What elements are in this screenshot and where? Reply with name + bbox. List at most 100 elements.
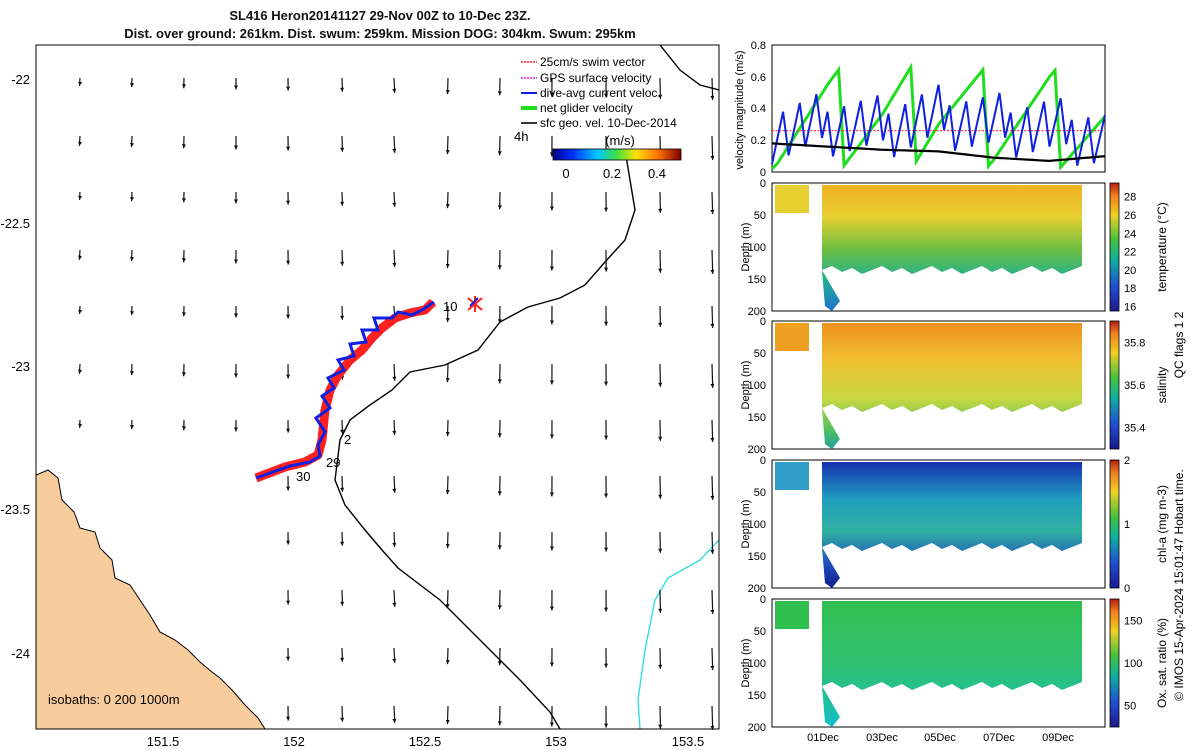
colorbar-tick: 22 (1124, 247, 1136, 259)
depth-label: Depth (m) (740, 639, 752, 688)
geo-velocity-arrow (604, 589, 609, 612)
section-data-early (775, 323, 809, 351)
legend-gps: GPS surface velocity (540, 71, 651, 85)
map-panel: -22 -22.5 -23 -23.5 -24 151.5 152 152.5 … (0, 44, 720, 749)
geo-velocity-arrow (286, 647, 291, 661)
vel-ytick: 0 (760, 167, 766, 179)
geo-velocity-arrow (604, 705, 609, 728)
geo-velocity-arrow (392, 77, 397, 93)
section-panel-salinity: Depth (m) 0 50 100 150 200 35.4 35.6 35.8 salinit… (740, 316, 1169, 456)
geo-velocity-arrow (78, 191, 83, 200)
day-label: 30 (296, 469, 310, 484)
depth-tick: 100 (748, 519, 766, 531)
geo-velocity-arrow (340, 705, 345, 722)
geo-velocity-arrow (181, 363, 186, 377)
geo-velocity-arrow (392, 135, 397, 153)
geo-velocity-arrow (340, 419, 345, 434)
geostrophic-vector-field (78, 77, 715, 730)
geo-velocity-arrow (233, 363, 238, 378)
geo-velocity-arrow (549, 531, 554, 551)
geo-velocity-arrow (286, 475, 291, 491)
geo-velocity-arrow (604, 305, 609, 326)
geo-velocity-arrow (181, 135, 186, 149)
geo-velocity-arrow (233, 191, 238, 204)
colorbar-tick: 1 (1124, 519, 1130, 531)
geo-velocity-arrow (445, 305, 450, 323)
colorbar-label-oxygen: Ox. sat. ratio (%) (1155, 618, 1169, 708)
geo-velocity-arrow (658, 77, 663, 99)
geo-velocity-arrow (392, 363, 397, 381)
depth-tick: 200 (748, 306, 766, 318)
geo-velocity-arrow (130, 249, 134, 262)
geo-velocity-arrow (658, 249, 663, 273)
geo-velocity-arrow (497, 475, 502, 496)
depth-tick: 100 (748, 380, 766, 392)
velocity-panel: 0 0.2 0.4 0.6 0.8 velocity magnitude (m/… (734, 40, 1107, 179)
geo-velocity-arrow (604, 419, 609, 440)
geo-velocity-arrow (710, 647, 715, 670)
geo-velocity-arrow (233, 305, 238, 318)
geo-velocity-arrow (182, 77, 187, 89)
geo-velocity-arrow (445, 249, 450, 269)
lat-tick-label: -23.5 (0, 502, 30, 517)
geo-velocity-arrow (286, 191, 291, 205)
time-tick: 03Dec (866, 732, 898, 744)
colorbar-label-temperature: temperature (°C) (1155, 202, 1169, 292)
section-data-early (775, 601, 809, 629)
geo-velocity-arrow (392, 191, 397, 207)
geo-velocity-arrow (549, 249, 554, 271)
geo-velocity-arrow (497, 305, 502, 324)
geo-velocity-arrow (549, 647, 554, 667)
speed-colorbar (552, 148, 682, 161)
geo-velocity-arrow (658, 191, 663, 213)
geo-velocity-arrow (182, 191, 187, 203)
time-axis: 01Dec 03Dec 05Dec 07Dec 09Dec (807, 732, 1074, 744)
geo-velocity-arrow (497, 249, 502, 270)
colorbar-tick: 100 (1124, 658, 1142, 670)
geo-velocity-arrow (130, 135, 134, 148)
geo-velocity-arrow (340, 475, 345, 492)
depth-tick: 50 (754, 348, 766, 360)
geo-velocity-arrow (392, 531, 397, 547)
geo-velocity-arrow (549, 363, 554, 385)
geo-velocity-arrow (497, 419, 502, 438)
geo-velocity-arrow (130, 305, 135, 316)
geo-velocity-arrow (497, 135, 502, 156)
geo-velocity-arrow (182, 305, 187, 317)
vel-ytick: 0.4 (751, 103, 766, 115)
depth-tick: 50 (754, 210, 766, 222)
vel-ytick: 0.8 (751, 40, 766, 52)
geo-velocity-arrow (340, 191, 345, 206)
geo-velocity-arrow (497, 705, 502, 726)
colorbar-tick: 0 (1124, 583, 1130, 595)
depth-tick: 200 (748, 444, 766, 456)
geo-velocity-arrow (78, 419, 83, 428)
depth-tick: 150 (748, 551, 766, 563)
geo-velocity-arrow (604, 363, 609, 386)
colorbar-tick: 16 (1124, 301, 1136, 313)
velocity-series-dive-avg-current (771, 84, 1106, 166)
map-axis-labels: -22 -22.5 -23 -23.5 -24 151.5 152 152.5 … (0, 72, 704, 749)
geo-velocity-arrow (549, 191, 554, 211)
geo-velocity-arrow (392, 589, 397, 607)
colorbar-tick: 0.2 (603, 166, 621, 181)
depth-tick: 200 (748, 722, 766, 734)
colorbar-temperature (1109, 182, 1120, 312)
geo-velocity-arrow (549, 705, 554, 727)
colorbar-tick: 2 (1124, 455, 1130, 467)
colorbar-tick: 26 (1124, 210, 1136, 222)
geo-velocity-arrow (286, 589, 291, 605)
depth-label: Depth (m) (740, 500, 752, 549)
lat-tick-label: -22 (11, 72, 30, 87)
time-tick: 09Dec (1042, 732, 1074, 744)
geo-velocity-arrow (233, 249, 238, 264)
geo-velocity-arrow (658, 363, 663, 387)
section-panel-oxygen: Depth (m) 0 50 100 150 200 50 100 150 Ox. sat. ra… (740, 594, 1169, 734)
time-tick: 01Dec (807, 732, 839, 744)
depth-label: Depth (m) (740, 361, 752, 410)
lat-tick-label: -23 (11, 359, 30, 374)
depth-tick: 100 (748, 658, 766, 670)
lon-tick-label: 153.5 (672, 734, 705, 749)
velocity-series-sfc-geo-vel- (771, 142, 1106, 163)
colorbar-tick: 50 (1124, 701, 1136, 713)
